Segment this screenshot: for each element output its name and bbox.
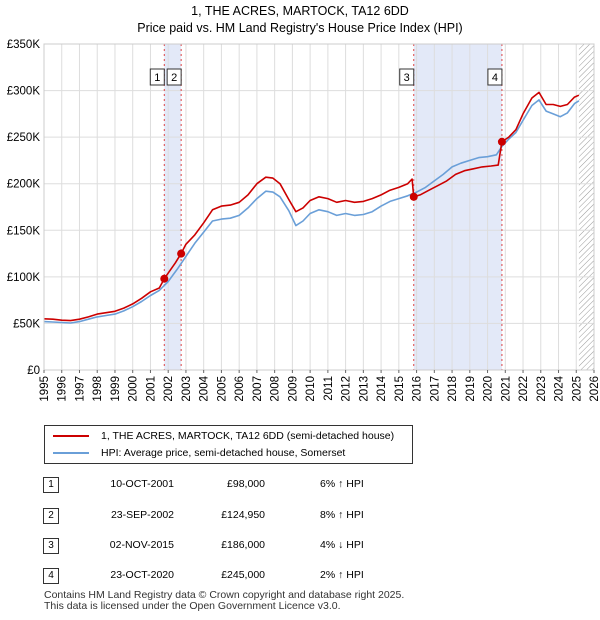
sale-row: 4 23-OCT-2020 £245,000 2% ↑ HPI [0,565,600,587]
x-tick-label: 2026 [589,376,600,402]
x-tick-label: 2024 [554,375,566,401]
x-tick-label: 2022 [518,376,530,402]
sale-badge: 3 [43,538,59,554]
x-tick-label: 1999 [110,376,122,402]
chart-subtitle: Price paid vs. HM Land Registry's House … [137,21,463,35]
x-tick-label: 2019 [465,376,477,402]
x-tick-label: 2004 [199,375,211,401]
sale-date: 23-OCT-2020 [110,569,174,581]
sale-badge: 4 [43,568,59,584]
x-tick-label: 2008 [270,376,282,402]
shaded-range [413,44,502,370]
x-tick-label: 1996 [57,376,69,402]
x-tick-label: 2003 [181,376,193,402]
x-tick-label: 2025 [571,376,583,402]
sale-price: £186,000 [221,539,265,551]
sale-hpi-diff: 8% ↑ HPI [320,509,364,521]
sale-date: 02-NOV-2015 [109,539,174,551]
x-tick-label: 2011 [323,376,335,401]
y-tick-label: £200K [7,179,41,191]
x-tick-label: 2020 [483,376,495,402]
chart-title: 1, THE ACRES, MARTOCK, TA12 6DD [191,4,409,18]
y-tick-label: £150K [7,225,41,237]
sale-badge: 2 [43,508,59,524]
x-tick-label: 2016 [412,376,424,402]
sale-row: 3 02-NOV-2015 £186,000 4% ↓ HPI [0,535,600,557]
x-tick-label: 2005 [216,376,228,402]
sale-price: £98,000 [227,478,265,490]
shaded-range [164,44,182,370]
sale-label: 2 [171,72,177,84]
x-tick-label: 1997 [74,376,86,402]
legend-swatch-hpi [53,452,89,454]
y-tick-label: £300K [7,86,41,98]
x-tick-label: 1998 [92,376,104,402]
x-tick-label: 2021 [500,376,512,402]
footer-license: This data is licensed under the Open Gov… [44,600,341,612]
legend: 1, THE ACRES, MARTOCK, TA12 6DD (semi-de… [44,425,413,464]
sale-label-box [487,68,503,86]
y-tick-label: £350K [7,39,41,51]
sale-date: 10-OCT-2001 [110,478,174,490]
sale-label-box [166,68,182,86]
x-tick-label: 2006 [234,376,246,402]
sale-point [409,192,418,201]
x-tick-label: 2012 [341,376,353,402]
y-tick-label: £100K [7,272,41,284]
sale-date: 23-SEP-2002 [110,509,174,521]
x-tick-label: 2018 [447,376,459,402]
sale-point [160,274,169,283]
x-tick-label: 2010 [305,376,317,402]
sale-row: 2 23-SEP-2002 £124,950 8% ↑ HPI [0,505,600,527]
x-tick-label: 2007 [252,376,264,402]
legend-swatch-property [53,435,89,437]
x-tick-label: 2015 [394,376,406,402]
legend-label-property: 1, THE ACRES, MARTOCK, TA12 6DD (semi-de… [101,430,395,442]
sale-hpi-diff: 2% ↑ HPI [320,569,364,581]
sale-label: 1 [154,72,160,84]
sale-badge: 1 [43,477,59,493]
x-tick-label: 2017 [429,376,441,402]
y-tick-label: £250K [7,132,41,144]
x-tick-label: 2014 [376,375,388,401]
sale-point [177,249,186,258]
x-tick-label: 2013 [358,376,370,402]
sale-label: 3 [404,72,410,84]
sale-price: £245,000 [221,569,265,581]
y-tick-label: £0 [27,365,40,377]
sale-hpi-diff: 4% ↓ HPI [320,539,364,551]
legend-label-hpi: HPI: Average price, semi-detached house,… [101,447,346,459]
footer: Contains HM Land Registry data © Crown c… [44,590,404,612]
price-chart: 1 2 3 4 £0 £50K £100K £150K £200K £250K £300K £350K… [7,39,600,402]
sale-price: £124,950 [221,509,265,521]
sale-hpi-diff: 6% ↑ HPI [320,478,364,490]
sale-label: 4 [492,72,498,84]
x-tick-label: 2023 [536,376,548,402]
sale-point [497,137,506,146]
x-tick-label: 2001 [145,376,157,402]
sale-label-box [399,68,415,86]
sale-label-box [149,68,165,86]
plot-area [44,44,594,370]
x-tick-label: 2002 [163,376,175,402]
y-tick-label: £50K [13,318,40,330]
footer-copyright: Contains HM Land Registry data © Crown c… [44,589,405,601]
forecast-hatch [578,44,594,370]
plot-border [43,43,595,371]
chart-title-block: 1, THE ACRES, MARTOCK, TA12 6DD Price pa… [0,3,600,37]
x-tick-label: 1995 [39,376,51,402]
series-line-property [44,91,580,322]
x-tick-label: 2009 [287,376,299,402]
x-tick-label: 2000 [128,376,140,402]
sale-row: 1 10-OCT-2001 £98,000 6% ↑ HPI [0,474,600,496]
